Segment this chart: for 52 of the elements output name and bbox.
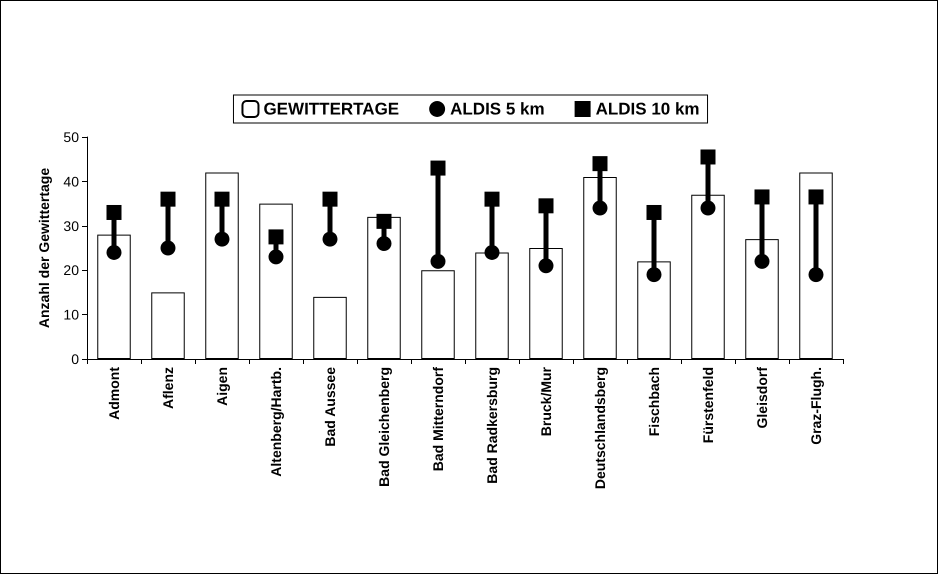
legend-label: ALDIS 10 km: [596, 100, 700, 118]
point: [160, 240, 176, 256]
y-tick-label: 30: [63, 218, 80, 234]
point: [268, 229, 284, 244]
point: [322, 192, 338, 207]
x-tick-label: Bad Gleichenberg: [376, 367, 392, 487]
point: [646, 267, 662, 282]
point: [808, 189, 824, 204]
point: [646, 204, 662, 220]
point: [754, 189, 770, 204]
x-tick-label: Bad Mitterndorf: [430, 366, 446, 472]
point: [538, 258, 554, 274]
point: [808, 267, 824, 282]
y-tick-label: 0: [71, 351, 80, 367]
y-tick-label: 50: [63, 129, 80, 145]
x-tick-label: Fürstenfeld: [700, 367, 716, 444]
point: [538, 198, 554, 214]
point: [430, 160, 446, 176]
x-tick-label: Bad Radkersburg: [484, 367, 500, 484]
point: [268, 249, 284, 264]
point: [754, 254, 770, 269]
point: [322, 232, 338, 247]
y-tick-label: 40: [63, 173, 80, 190]
point: [700, 149, 716, 164]
point: [376, 214, 392, 229]
x-tick-label: Aflenz: [160, 367, 176, 409]
x-tick-label: Aigen: [214, 367, 230, 406]
point: [106, 244, 122, 260]
point: [700, 200, 716, 216]
legend-label: ALDIS 5 km: [450, 100, 545, 118]
point: [160, 192, 176, 207]
x-tick-label: Gleisdorf: [754, 366, 770, 428]
point: [592, 200, 608, 216]
point: [484, 192, 500, 207]
x-tick-label: Fischbach: [646, 367, 662, 436]
x-tick-label: Admont: [106, 366, 122, 420]
point: [430, 254, 446, 269]
point: [592, 156, 608, 172]
y-axis-title: Anzahl der Gewittertage: [36, 168, 52, 328]
point: [106, 204, 122, 220]
point: [214, 232, 230, 247]
y-tick-label: 10: [63, 306, 80, 323]
x-tick-label: Bad Aussee: [322, 366, 338, 447]
point: [484, 244, 500, 260]
point: [376, 236, 392, 252]
point: [214, 192, 230, 207]
x-tick-label: Altenberg/Hartb.: [268, 367, 284, 477]
x-tick-label: Bruck/Mur: [538, 366, 554, 436]
x-tick-label: Graz-Flugh.: [808, 367, 824, 445]
legend-label: GEWITTERTAGE: [263, 100, 400, 118]
x-tick-label: Deutschlandsberg: [592, 367, 608, 490]
y-tick-label: 20: [63, 262, 80, 278]
